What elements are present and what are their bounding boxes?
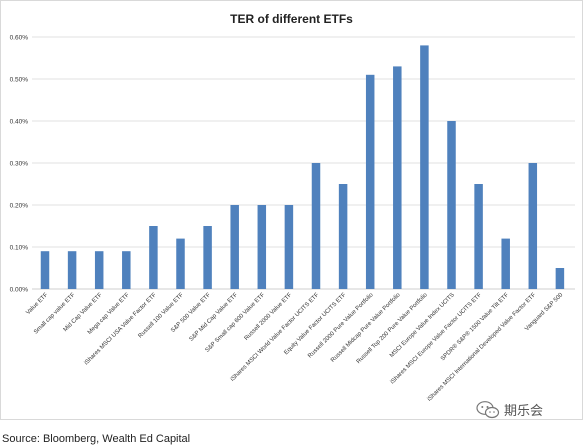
y-tick-label: 0.20% — [10, 203, 29, 210]
bar — [284, 205, 294, 289]
y-tick-label: 0.30% — [10, 161, 29, 168]
y-tick-label: 0.00% — [10, 287, 29, 294]
x-tick-label: Value ETF — [25, 292, 49, 316]
bar-chart: 0.00% 0.10% 0.20% 0.30% 0.40% 0.50% 0.60% Value… — [10, 35, 575, 403]
bar — [122, 251, 131, 289]
bar — [40, 251, 50, 289]
bar — [94, 251, 104, 289]
bar — [149, 226, 158, 289]
bar — [474, 184, 483, 289]
bar — [176, 238, 185, 289]
bar — [67, 251, 77, 289]
bar — [528, 163, 538, 289]
bar — [501, 238, 510, 289]
bar — [311, 163, 321, 289]
bar — [230, 205, 239, 289]
watermark-text: 期乐会 — [504, 403, 544, 418]
bar — [338, 184, 348, 289]
bar — [393, 66, 402, 290]
wechat-icon — [476, 400, 500, 418]
bar — [420, 45, 429, 290]
y-tick-label: 0.50% — [10, 77, 29, 84]
bar — [257, 205, 267, 289]
x-tick-label: Russell 100 Value ETF — [138, 292, 186, 340]
watermark: 期乐会 — [476, 400, 543, 419]
bar — [447, 121, 456, 289]
chart-title: TER of different ETFs — [230, 12, 353, 26]
bar — [555, 268, 565, 289]
x-tick-label: S&P Mid Cap Value ETF — [189, 292, 240, 343]
bar — [203, 226, 212, 289]
y-tick-label: 0.60% — [10, 35, 29, 42]
source-note: Source: Bloomberg, Wealth Ed Capital — [2, 433, 191, 445]
x-tick-label: Russell 2000 Value ETF — [244, 292, 294, 342]
bar — [365, 74, 375, 289]
y-tick-label: 0.10% — [10, 245, 29, 252]
y-tick-label: 0.40% — [10, 119, 29, 126]
